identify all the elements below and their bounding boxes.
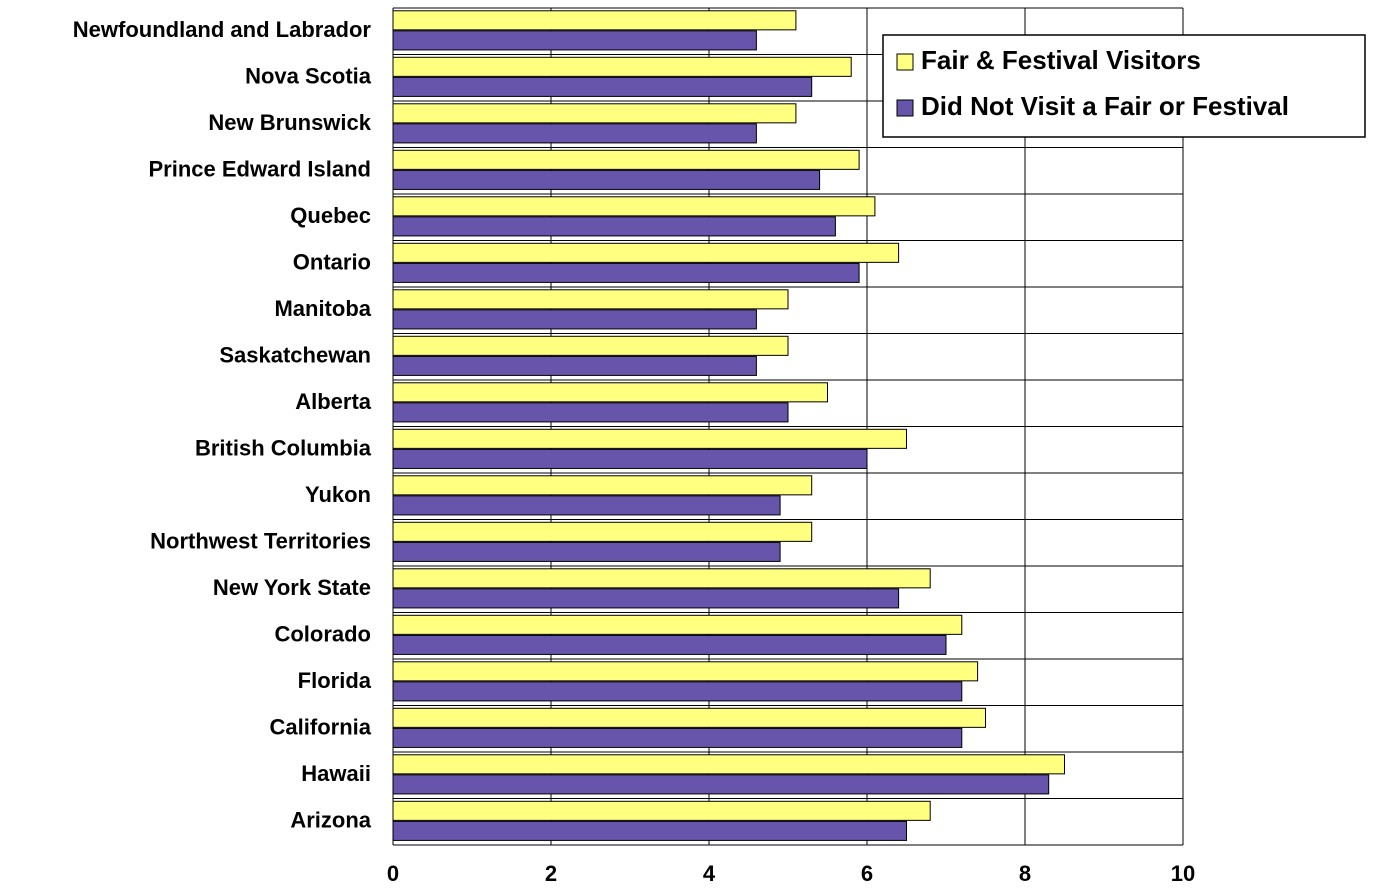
x-tick-label: 4 [703,861,716,886]
bar [392,568,931,589]
bar [392,727,963,748]
y-tick-label: Prince Edward Island [148,157,371,182]
y-tick-label: California [270,715,372,740]
y-tick-label: Quebec [290,203,371,228]
y-tick-label: Alberta [295,389,372,414]
y-tick-label: Hawaii [301,761,371,786]
bar [392,56,852,77]
bar [392,382,828,403]
y-tick-label: British Columbia [195,436,372,461]
bar [392,634,947,655]
y-tick-label: New York State [213,575,371,600]
bar [392,681,963,702]
bar [392,196,876,217]
bar [392,661,979,682]
bar [392,103,797,124]
bar [392,262,860,283]
y-tick-label: New Brunswick [208,110,371,135]
y-tick-label: Manitoba [274,296,371,321]
bar [392,614,963,635]
bar [392,10,797,31]
y-tick-label: Ontario [293,250,371,275]
x-tick-label: 2 [545,861,557,886]
bar [392,541,781,562]
y-tick-label: Nova Scotia [245,64,372,89]
bar [392,149,860,170]
y-tick-label: Newfoundland and Labrador [73,17,372,42]
bar [392,588,900,609]
bar [392,754,1065,775]
legend-swatch [896,53,914,71]
bar [392,495,781,516]
y-tick-label: Florida [298,668,372,693]
legend-label: Fair & Festival Visitors [921,45,1201,75]
bar [392,169,821,190]
bar [392,309,757,330]
bar [392,335,789,356]
bar [392,800,931,821]
bar [392,355,757,376]
bar [392,475,813,496]
legend-label: Did Not Visit a Fair or Festival [921,91,1289,121]
bar [392,448,868,469]
bar [392,820,907,841]
bar [392,289,789,310]
bar [392,123,757,144]
legend-box [882,34,1366,138]
bar [392,774,1050,795]
bar [392,216,836,237]
x-tick-label: 10 [1171,861,1195,886]
bar [392,521,813,542]
legend-swatch [896,99,914,117]
bar [392,428,907,449]
x-tick-label: 8 [1019,861,1031,886]
bar [392,402,789,423]
y-tick-label: Saskatchewan [219,343,371,368]
bar [392,707,986,728]
y-tick-label: Colorado [274,622,371,647]
x-tick-label: 6 [861,861,873,886]
y-tick-label: Arizona [290,808,371,833]
bar [392,242,900,263]
y-tick-label: Yukon [305,482,371,507]
y-tick-label: Northwest Territories [150,529,371,554]
x-tick-label: 0 [387,861,399,886]
bar [392,76,813,97]
bar [392,30,757,51]
